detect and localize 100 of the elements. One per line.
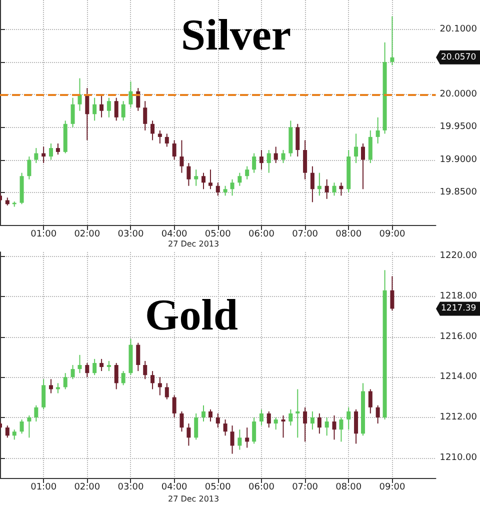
candlestick (281, 150, 286, 164)
x-tick-label: 03:00 (118, 482, 144, 492)
x-tick-label: 08:00 (336, 482, 362, 492)
candlestick (12, 429, 16, 440)
y-tick-label: 19.9500 (440, 122, 478, 132)
x-tick-label: 02:00 (74, 482, 100, 492)
candlestick (5, 425, 10, 438)
candlestick (180, 140, 184, 174)
candlestick (390, 16, 394, 66)
candlestick (346, 406, 351, 430)
candlestick (164, 382, 169, 400)
candlestick (48, 378, 53, 394)
x-tick-label: 02:00 (74, 230, 100, 240)
candlestick (317, 412, 322, 434)
y-tick-label: 19.9000 (440, 154, 478, 165)
candlestick (106, 360, 111, 372)
candlestick (128, 81, 133, 108)
candlestick (332, 182, 336, 196)
candlestick (339, 416, 344, 442)
candlestick (42, 378, 46, 410)
candlestick (42, 146, 46, 164)
candlestick (186, 423, 191, 446)
candlestick (376, 116, 380, 144)
candlestick (324, 178, 329, 200)
y-tick-label: 1212.00 (440, 412, 478, 422)
x-tick-label: 05:00 (204, 482, 232, 492)
y-tick-label: 1220.00 (440, 251, 478, 262)
x-tick-label: 05:00 (204, 230, 232, 240)
candlestick (56, 142, 60, 156)
candlestick (310, 410, 314, 430)
candlestick (216, 412, 220, 428)
candlestick (78, 78, 82, 112)
x-tick-label: 07:00 (292, 482, 318, 492)
candlestick (354, 133, 358, 164)
candlestick (296, 123, 300, 158)
candlestick (281, 414, 286, 438)
candlestick (70, 97, 75, 128)
candlestick (259, 150, 264, 170)
candlestick (317, 172, 322, 196)
candlestick (180, 410, 184, 432)
candlestick (361, 142, 366, 190)
candlestick (63, 372, 68, 390)
candlestick (252, 152, 256, 174)
x-tick-label: 04:00 (161, 482, 188, 492)
x-tick-label: 01:00 (30, 482, 57, 492)
y-tick-label: 1216.00 (440, 332, 478, 342)
candlestick (172, 140, 176, 160)
candlestick (150, 120, 155, 141)
candlestick (106, 97, 111, 118)
candlestick (150, 370, 155, 390)
text: 1217.39 (441, 304, 476, 314)
candlestick (376, 404, 380, 424)
x-tick-label: 08:00 (336, 230, 362, 240)
candlestick (303, 406, 308, 442)
x-tick-label: 07:00 (292, 230, 318, 240)
y-tick-label: 1214.00 (440, 372, 478, 382)
candlestick (92, 97, 97, 122)
candlestick (121, 100, 126, 122)
candlestick (223, 418, 228, 436)
candlestick (303, 140, 308, 180)
candlestick (143, 100, 148, 131)
candlestick (238, 172, 242, 186)
candlestick (288, 408, 293, 426)
candlestick (238, 429, 242, 450)
x-tick-label: 01:00 (30, 230, 57, 240)
candlestick (368, 388, 372, 414)
candlestick (100, 358, 104, 372)
candlestick (34, 404, 38, 422)
y-tick-label: 1210.00 (440, 452, 478, 463)
candlestick (230, 425, 234, 454)
y-tick-label: 20.0000 (440, 90, 478, 100)
text: 20.0570 (441, 52, 476, 62)
x-tick-label: 09:00 (379, 482, 406, 492)
candlestick (274, 416, 278, 430)
candlestick (208, 408, 212, 422)
candlestick (158, 130, 162, 144)
candlestick (48, 142, 53, 160)
candlestick (332, 414, 336, 440)
candlestick (20, 418, 24, 434)
y-tick-label: 20.1000 (440, 24, 478, 34)
chart-title: Silver (181, 10, 291, 60)
candlestick (27, 414, 32, 438)
candlestick (202, 404, 206, 422)
x-tick-label: 06:00 (248, 482, 275, 492)
candlestick (194, 412, 198, 440)
candlestick (85, 362, 90, 378)
candlestick (114, 362, 118, 390)
candlestick (339, 182, 344, 196)
candlestick (158, 376, 162, 396)
candlestick (202, 172, 206, 190)
candlestick (354, 408, 358, 444)
x-tick-label: 04:00 (161, 230, 188, 240)
candlestick (70, 364, 75, 380)
candlestick (143, 360, 148, 380)
candlestick (186, 162, 191, 186)
candlestick (78, 354, 82, 374)
candlestick (259, 408, 264, 426)
candlestick (296, 388, 300, 438)
y-tick-label: 19.8500 (440, 187, 478, 198)
text: 27 Dec 2013 (168, 240, 220, 248)
